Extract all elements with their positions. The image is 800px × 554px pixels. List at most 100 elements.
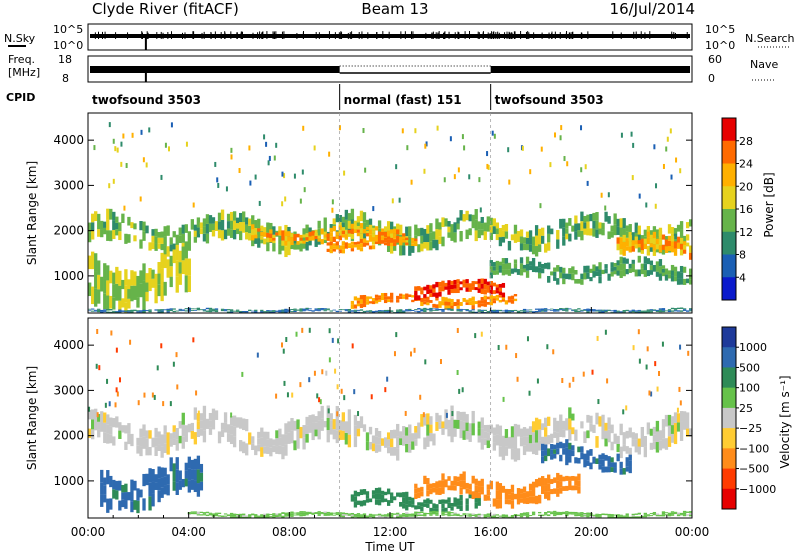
velocity-cell bbox=[664, 514, 669, 516]
power-cell bbox=[302, 308, 306, 310]
velocity-cell bbox=[193, 512, 198, 515]
velocity-cell bbox=[531, 511, 536, 514]
velocity-cell bbox=[462, 430, 466, 440]
power-cell bbox=[290, 310, 294, 312]
power-cell bbox=[682, 245, 687, 250]
velocity-cell bbox=[148, 446, 152, 456]
velocity-cell bbox=[223, 513, 228, 515]
power-cell bbox=[507, 240, 512, 251]
velocity-cell bbox=[534, 479, 539, 488]
power-cell bbox=[462, 297, 466, 302]
power-cell bbox=[571, 309, 575, 311]
velocity-cell bbox=[340, 388, 343, 394]
velocity-cell bbox=[522, 445, 527, 456]
power-cell bbox=[151, 229, 155, 236]
velocity-cell bbox=[544, 417, 548, 428]
velocity-cell bbox=[504, 429, 509, 438]
power-cell bbox=[383, 231, 388, 238]
velocity-cell bbox=[383, 491, 388, 496]
velocity-cell bbox=[181, 424, 185, 437]
power-cell bbox=[549, 162, 552, 168]
power-cell bbox=[214, 161, 217, 167]
power-cell bbox=[673, 276, 678, 282]
power-cell bbox=[426, 242, 430, 251]
power-cell bbox=[133, 271, 137, 286]
velocity-cell bbox=[368, 426, 373, 435]
power-cell bbox=[408, 245, 412, 256]
power-cell bbox=[281, 309, 285, 311]
velocity-cell bbox=[565, 418, 569, 431]
power-cell bbox=[480, 309, 484, 311]
velocity-cell bbox=[408, 503, 412, 507]
power-cell bbox=[604, 264, 608, 269]
velocity-cell bbox=[356, 514, 361, 517]
velocity-cell bbox=[471, 513, 475, 515]
power-cell bbox=[359, 247, 364, 252]
power-cell bbox=[359, 228, 364, 234]
power-cell bbox=[444, 305, 448, 310]
velocity-cell bbox=[562, 429, 566, 438]
velocity-cell bbox=[169, 433, 173, 440]
power-cell bbox=[296, 309, 300, 311]
power-cell bbox=[302, 125, 305, 131]
velocity-cell bbox=[604, 329, 607, 335]
velocity-cell bbox=[640, 426, 644, 438]
power-cell bbox=[323, 234, 327, 238]
power-cell bbox=[655, 261, 660, 267]
power-cell bbox=[547, 309, 551, 311]
velocity-cell bbox=[408, 515, 412, 517]
velocity-cell bbox=[477, 486, 481, 493]
velocity-cell bbox=[399, 431, 403, 439]
velocity-cell bbox=[347, 421, 352, 435]
velocity-cell bbox=[441, 503, 445, 509]
velocity-cell bbox=[311, 431, 315, 441]
power-cell bbox=[272, 226, 276, 235]
power-cell bbox=[193, 224, 198, 231]
velocity-cell bbox=[652, 513, 657, 516]
power-cell bbox=[652, 309, 657, 311]
velocity-cell bbox=[610, 514, 614, 516]
power-cell bbox=[423, 235, 427, 243]
power-cell bbox=[172, 231, 176, 238]
velocity-cell bbox=[145, 447, 149, 456]
velocity-cell bbox=[272, 513, 276, 515]
velocity-cell bbox=[414, 513, 418, 515]
power-cell bbox=[649, 234, 654, 239]
velocity-cell bbox=[462, 514, 466, 516]
power-cell bbox=[281, 171, 284, 177]
velocity-cell bbox=[417, 513, 421, 515]
power-cell bbox=[166, 259, 170, 269]
velocity-cell bbox=[396, 436, 400, 449]
power-cell bbox=[281, 240, 285, 246]
velocity-cell bbox=[595, 458, 599, 464]
velocity-cell bbox=[522, 427, 527, 437]
power-cell bbox=[498, 291, 503, 296]
power-cell bbox=[175, 276, 179, 293]
velocity-cell bbox=[429, 424, 433, 433]
velocity-cell bbox=[127, 492, 131, 501]
power-cell bbox=[287, 236, 291, 242]
velocity-cell bbox=[486, 432, 490, 441]
velocity-cell bbox=[577, 486, 581, 494]
velocity-cell bbox=[562, 443, 566, 449]
velocity-cell bbox=[565, 475, 569, 481]
power-cell bbox=[661, 265, 666, 269]
power-cell bbox=[489, 311, 493, 313]
power-cell bbox=[393, 228, 397, 234]
velocity-cell bbox=[604, 513, 608, 516]
power-cell bbox=[528, 237, 533, 245]
power-cell bbox=[353, 296, 358, 301]
velocity-cell bbox=[673, 412, 678, 423]
velocity-cell bbox=[492, 498, 496, 507]
velocity-cell bbox=[226, 433, 231, 442]
velocity-cell bbox=[151, 437, 155, 448]
velocity-cell bbox=[607, 516, 611, 518]
power-cell bbox=[646, 225, 651, 236]
power-cell bbox=[679, 237, 684, 244]
cpid-segments: twofsound 3503 normal (fast) 151 twofsound… bbox=[92, 84, 604, 110]
power-cell bbox=[164, 142, 167, 148]
power-cell bbox=[341, 309, 345, 311]
power-cell bbox=[471, 281, 475, 284]
power-cell bbox=[380, 296, 385, 301]
velocity-cell bbox=[483, 514, 487, 516]
